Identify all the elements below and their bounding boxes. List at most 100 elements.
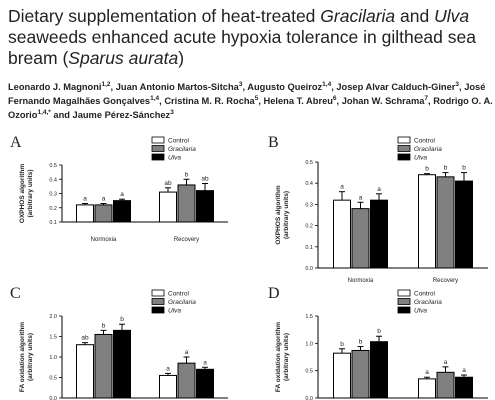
x-tick-label: Normoxia	[91, 237, 117, 243]
significance-letter: b	[359, 339, 363, 346]
y-axis-label: FA oxidation algorithm	[19, 322, 26, 392]
error-bar	[339, 348, 345, 354]
error-bar	[202, 183, 208, 191]
author-affiliation: 6	[332, 94, 337, 102]
significance-letter: a	[444, 359, 448, 366]
legend-label: Control	[168, 138, 190, 145]
author-name: Johan W. Schrama	[341, 96, 425, 106]
bar	[436, 176, 455, 269]
significance-letter: a	[102, 195, 106, 202]
y-axis-label: (arbitrary units)	[27, 169, 34, 217]
error-bar	[442, 172, 449, 177]
error-bar	[376, 335, 382, 342]
legend-swatch	[397, 136, 411, 144]
author-name: Juan Antonio Martos-Sitcha	[115, 82, 239, 92]
bar	[196, 190, 214, 223]
error-bar	[442, 366, 449, 373]
legend-label: Control	[414, 138, 436, 145]
significance-letter: b	[102, 322, 106, 329]
y-tick-label: 0.1	[305, 245, 313, 251]
y-tick-label: 0.5	[305, 160, 313, 166]
bar	[351, 208, 370, 269]
author-separator: ,	[258, 96, 264, 106]
legend-label: Control	[168, 291, 190, 298]
legend-label: Ulva	[414, 308, 427, 315]
significance-letter: b	[425, 166, 429, 173]
significance-letter: ab	[164, 180, 172, 187]
panel-label: D	[268, 285, 280, 302]
legend-label: Ulva	[168, 155, 181, 162]
panel-label: A	[10, 134, 22, 151]
y-axis-label: OXPHOS algorithm	[19, 164, 26, 223]
author-name: Jaume Pérez-Sánchez	[72, 110, 171, 120]
error-bar	[165, 372, 171, 376]
legend-swatch	[397, 289, 411, 297]
significance-letter: b	[340, 341, 344, 348]
author-name: Cristina M. R. Rocha	[164, 96, 255, 106]
significance-letter: a	[425, 369, 429, 376]
author-affiliation: 1,2	[101, 80, 111, 88]
y-tick-label: 1.0	[49, 355, 57, 361]
author-affiliation: 5	[254, 94, 259, 102]
title-segment: Dietary supplementation of heat-treated	[8, 6, 321, 26]
legend-swatch	[151, 136, 165, 144]
author-separator: ,	[110, 82, 116, 92]
y-tick-label: 0.0	[49, 396, 57, 400]
bar	[94, 204, 113, 223]
bar	[418, 174, 436, 269]
significance-letter: ab	[201, 176, 209, 183]
bar	[370, 341, 388, 399]
title-segment: Sparus aurata	[68, 48, 179, 68]
significance-letter: b	[462, 165, 466, 172]
x-tick-label: Recovery	[174, 237, 199, 243]
author-affiliation: 1,4,*	[37, 108, 51, 116]
legend-swatch	[151, 153, 165, 161]
y-tick-label: 0.4	[49, 177, 57, 183]
legend-swatch	[151, 145, 165, 152]
legend-label: Ulva	[168, 308, 181, 315]
author-separator: ,	[331, 82, 337, 92]
significance-letter: a	[166, 365, 170, 372]
bar	[196, 368, 214, 399]
error-bar	[424, 173, 430, 175]
y-tick-label: 0.5	[49, 376, 57, 382]
author-name: Josep Alvar Calduch-Giner	[336, 82, 456, 92]
y-tick-label: 0.5	[305, 369, 313, 375]
y-axis-label: (arbitrary units)	[283, 191, 290, 239]
significance-letter: ab	[81, 335, 89, 342]
bar	[177, 362, 196, 399]
legend-label: Gracilaria	[414, 146, 442, 153]
x-tick-label: Normoxia	[348, 278, 374, 284]
error-bar	[100, 202, 107, 205]
error-bar	[119, 323, 125, 331]
bar	[370, 199, 388, 269]
y-tick-label: 0.0	[305, 266, 313, 272]
significance-letter: a	[203, 359, 207, 366]
error-bar	[119, 198, 125, 201]
legend-label: Gracilaria	[168, 299, 196, 306]
author-separator: ,	[428, 96, 434, 106]
author-affiliation: 3	[238, 80, 243, 88]
bar	[418, 378, 436, 399]
error-bar	[424, 376, 430, 379]
error-bar	[376, 193, 382, 201]
significance-letter: a	[340, 184, 344, 191]
bar	[455, 180, 473, 269]
y-tick-label: 1.5	[49, 335, 57, 341]
legend-label: Gracilaria	[414, 299, 442, 306]
bar	[113, 329, 131, 399]
panel-label: C	[10, 285, 21, 302]
title-segment: seaweeds enhanced acute hypoxia toleranc…	[8, 27, 476, 68]
x-tick-label: Recovery	[433, 278, 458, 284]
author-separator: and	[50, 110, 73, 120]
y-tick-label: 0.5	[49, 163, 57, 169]
legend-swatch	[151, 298, 165, 305]
significance-letter: b	[120, 316, 124, 323]
legend-swatch	[397, 145, 411, 152]
author-name: Helena T. Abreu	[263, 96, 333, 106]
author-separator: ,	[336, 96, 342, 106]
legend-label: Gracilaria	[168, 146, 196, 153]
legend-label: Ulva	[414, 155, 427, 162]
significance-letter: a	[359, 194, 363, 201]
legend-swatch	[151, 306, 165, 314]
